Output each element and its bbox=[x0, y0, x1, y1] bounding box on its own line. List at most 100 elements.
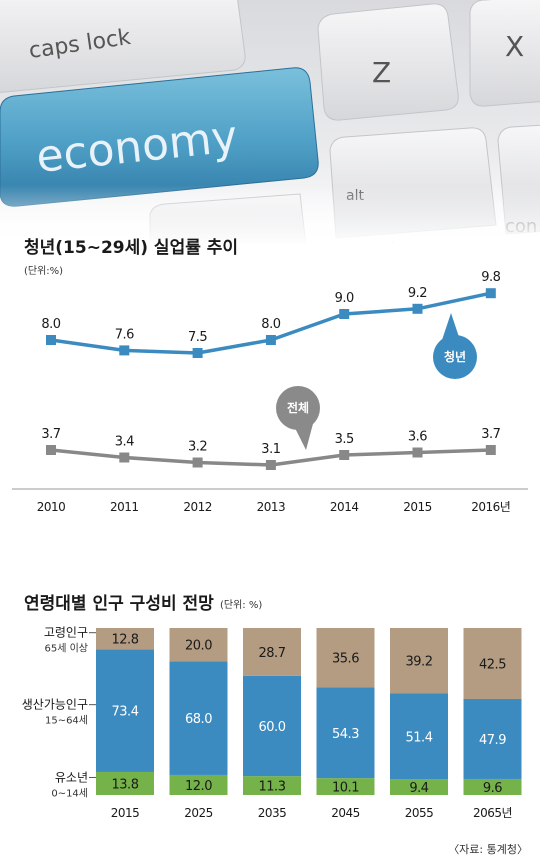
x-tick-2014: 2014 bbox=[330, 500, 359, 514]
row-sublabel-working: 15~64세 bbox=[45, 715, 88, 727]
x-tick-2065년: 2065년 bbox=[473, 806, 512, 820]
chart1-plot-area: 8.0 7.6 7.5 8.0 9.0 9.2 9.8 3.7 3.4 3.2 3.1 3.5 3.6 3… bbox=[41, 270, 501, 470]
key-z: Z bbox=[317, 3, 459, 121]
chart2-source: 〈자료: 통계청〉 bbox=[448, 843, 528, 856]
point-total-2014 bbox=[339, 450, 350, 460]
value-label-youth-2016년: 9.8 bbox=[481, 270, 500, 285]
x-tick-2025: 2025 bbox=[184, 806, 213, 820]
value-label-total-2012: 3.2 bbox=[188, 440, 207, 455]
bar-segment-working-2015 bbox=[96, 649, 154, 772]
bar-value-elderly-2055: 39.2 bbox=[406, 655, 433, 670]
chart2-bars: 13.8 73.4 12.8 12.0 68.0 20.0 11.3 60.0 28.7 10.1… bbox=[96, 628, 522, 796]
bar-segment-young-2045 bbox=[316, 778, 375, 795]
x-tick-2035: 2035 bbox=[258, 806, 287, 820]
key-caps-lock: caps lock bbox=[0, 0, 246, 93]
chart1-title: 청년(15~29세) 실업률 추이 bbox=[24, 237, 238, 258]
bar-value-young-2045: 10.1 bbox=[332, 781, 359, 796]
chart2-unit: (단위: %) bbox=[220, 598, 262, 611]
point-total-2013 bbox=[265, 460, 276, 470]
point-total-2010 bbox=[46, 445, 56, 455]
bar-value-working-2015: 73.4 bbox=[112, 705, 139, 720]
x-tick-2016년: 2016년 bbox=[471, 500, 510, 514]
row-label-working: 생산가능인구 bbox=[22, 698, 88, 712]
bar-value-working-2065년: 47.9 bbox=[479, 733, 506, 748]
bar-segment-working-2025 bbox=[169, 661, 228, 775]
row-label-young: 유소년 bbox=[55, 770, 88, 784]
callout-youth-label: 청년 bbox=[444, 349, 466, 364]
population-composition-chart: 연령대별 인구 구성비 전망 (단위: %) 유소년 0~14세 생산가능인구 15~… bbox=[22, 593, 528, 856]
value-label-youth-2014: 9.0 bbox=[335, 291, 354, 306]
point-total-2015 bbox=[412, 447, 423, 458]
bar-segment-elderly-2035 bbox=[243, 628, 301, 676]
bar-value-working-2035: 60.0 bbox=[259, 720, 286, 735]
row-sublabel-young: 0~14세 bbox=[51, 787, 88, 799]
chart1-unit: (단위:%) bbox=[24, 264, 63, 277]
bar-segment-young-2055 bbox=[390, 779, 448, 795]
point-youth-2014 bbox=[339, 309, 350, 319]
keyboard-hero-image: caps lock Z X economy alt ption con bbox=[0, 0, 540, 245]
value-label-total-2015: 3.6 bbox=[408, 430, 427, 445]
bar-segment-elderly-2015 bbox=[96, 628, 154, 650]
callout-total-label: 전체 bbox=[287, 400, 309, 415]
bar-segment-young-2035 bbox=[243, 776, 301, 795]
value-label-youth-2011: 7.6 bbox=[115, 327, 134, 342]
callout-total: 전체 bbox=[276, 386, 320, 450]
x-tick-2013: 2013 bbox=[257, 500, 286, 514]
row-sublabel-elderly: 65세 이상 bbox=[44, 643, 88, 655]
value-label-total-2014: 3.5 bbox=[335, 432, 354, 447]
bar-segment-working-2055 bbox=[390, 693, 448, 780]
value-label-youth-2013: 8.0 bbox=[261, 317, 280, 332]
bar-value-working-2045: 54.3 bbox=[332, 727, 359, 742]
x-tick-2045: 2045 bbox=[331, 806, 360, 820]
value-label-total-2013: 3.1 bbox=[261, 442, 280, 457]
bar-value-young-2035: 11.3 bbox=[259, 780, 286, 795]
bar-segment-working-2045 bbox=[316, 687, 375, 779]
point-youth-2012 bbox=[192, 348, 203, 358]
value-label-youth-2012: 7.5 bbox=[188, 330, 207, 345]
bar-value-working-2055: 51.4 bbox=[406, 730, 433, 745]
chart2-row-labels: 유소년 0~14세 생산가능인구 15~64세 고령인구 65세 이상 bbox=[22, 626, 96, 799]
key-economy: economy bbox=[0, 67, 319, 207]
point-total-2012 bbox=[192, 457, 203, 468]
chart2-x-ticks: 2015 2025 2035 2045 2055 2065년 bbox=[111, 806, 513, 820]
point-youth-2013 bbox=[265, 335, 276, 345]
youth-unemployment-chart: 청년(15~29세) 실업률 추이 (단위:%) 8.0 7.6 7.5 8.0 9.0… bbox=[12, 237, 528, 514]
x-tick-2015: 2015 bbox=[111, 806, 140, 820]
point-total-2011 bbox=[119, 452, 130, 463]
bar-segment-young-2065년 bbox=[463, 778, 522, 795]
bar-segment-elderly-2065년 bbox=[463, 628, 522, 699]
value-label-total-2016년: 3.7 bbox=[481, 427, 500, 442]
value-label-youth-2015: 9.2 bbox=[408, 286, 427, 301]
bar-segment-elderly-2025 bbox=[169, 628, 228, 662]
bar-value-young-2065년: 9.6 bbox=[483, 781, 502, 796]
bar-segment-elderly-2045 bbox=[316, 628, 375, 688]
bar-value-elderly-2045: 35.6 bbox=[332, 652, 359, 667]
x-tick-2055: 2055 bbox=[405, 806, 434, 820]
point-youth-2015 bbox=[412, 303, 423, 314]
row-label-elderly: 고령인구 bbox=[44, 626, 88, 640]
bar-value-young-2015: 13.8 bbox=[112, 777, 139, 792]
bar-value-working-2025: 68.0 bbox=[185, 712, 212, 727]
bar-segment-working-2035 bbox=[243, 675, 301, 777]
callout-youth: 청년 bbox=[433, 313, 477, 379]
bar-segment-young-2025 bbox=[169, 774, 228, 795]
bar-value-young-2025: 12.0 bbox=[185, 779, 212, 794]
bar-segment-young-2015 bbox=[96, 771, 154, 795]
x-tick-2010: 2010 bbox=[37, 500, 66, 514]
chart1-x-ticks: 2010 2011 2012 2013 2014 2015 2016년 bbox=[37, 500, 511, 514]
x-tick-2012: 2012 bbox=[183, 500, 212, 514]
point-youth-2010 bbox=[46, 335, 56, 345]
value-label-youth-2010: 8.0 bbox=[41, 317, 60, 332]
x-tick-2011: 2011 bbox=[110, 500, 139, 514]
value-label-total-2010: 3.7 bbox=[41, 427, 60, 442]
x-tick-2015: 2015 bbox=[403, 500, 432, 514]
chart2-title: 연령대별 인구 구성비 전망 bbox=[24, 593, 214, 614]
value-label-total-2011: 3.4 bbox=[115, 435, 134, 450]
bar-value-elderly-2035: 28.7 bbox=[259, 646, 286, 661]
bar-value-elderly-2015: 12.8 bbox=[112, 633, 139, 648]
key-x-label: X bbox=[505, 30, 524, 63]
bar-segment-elderly-2055 bbox=[390, 628, 448, 694]
bar-value-elderly-2025: 20.0 bbox=[185, 639, 212, 654]
point-youth-2016년 bbox=[485, 288, 496, 299]
bar-segment-working-2065년 bbox=[463, 698, 522, 779]
